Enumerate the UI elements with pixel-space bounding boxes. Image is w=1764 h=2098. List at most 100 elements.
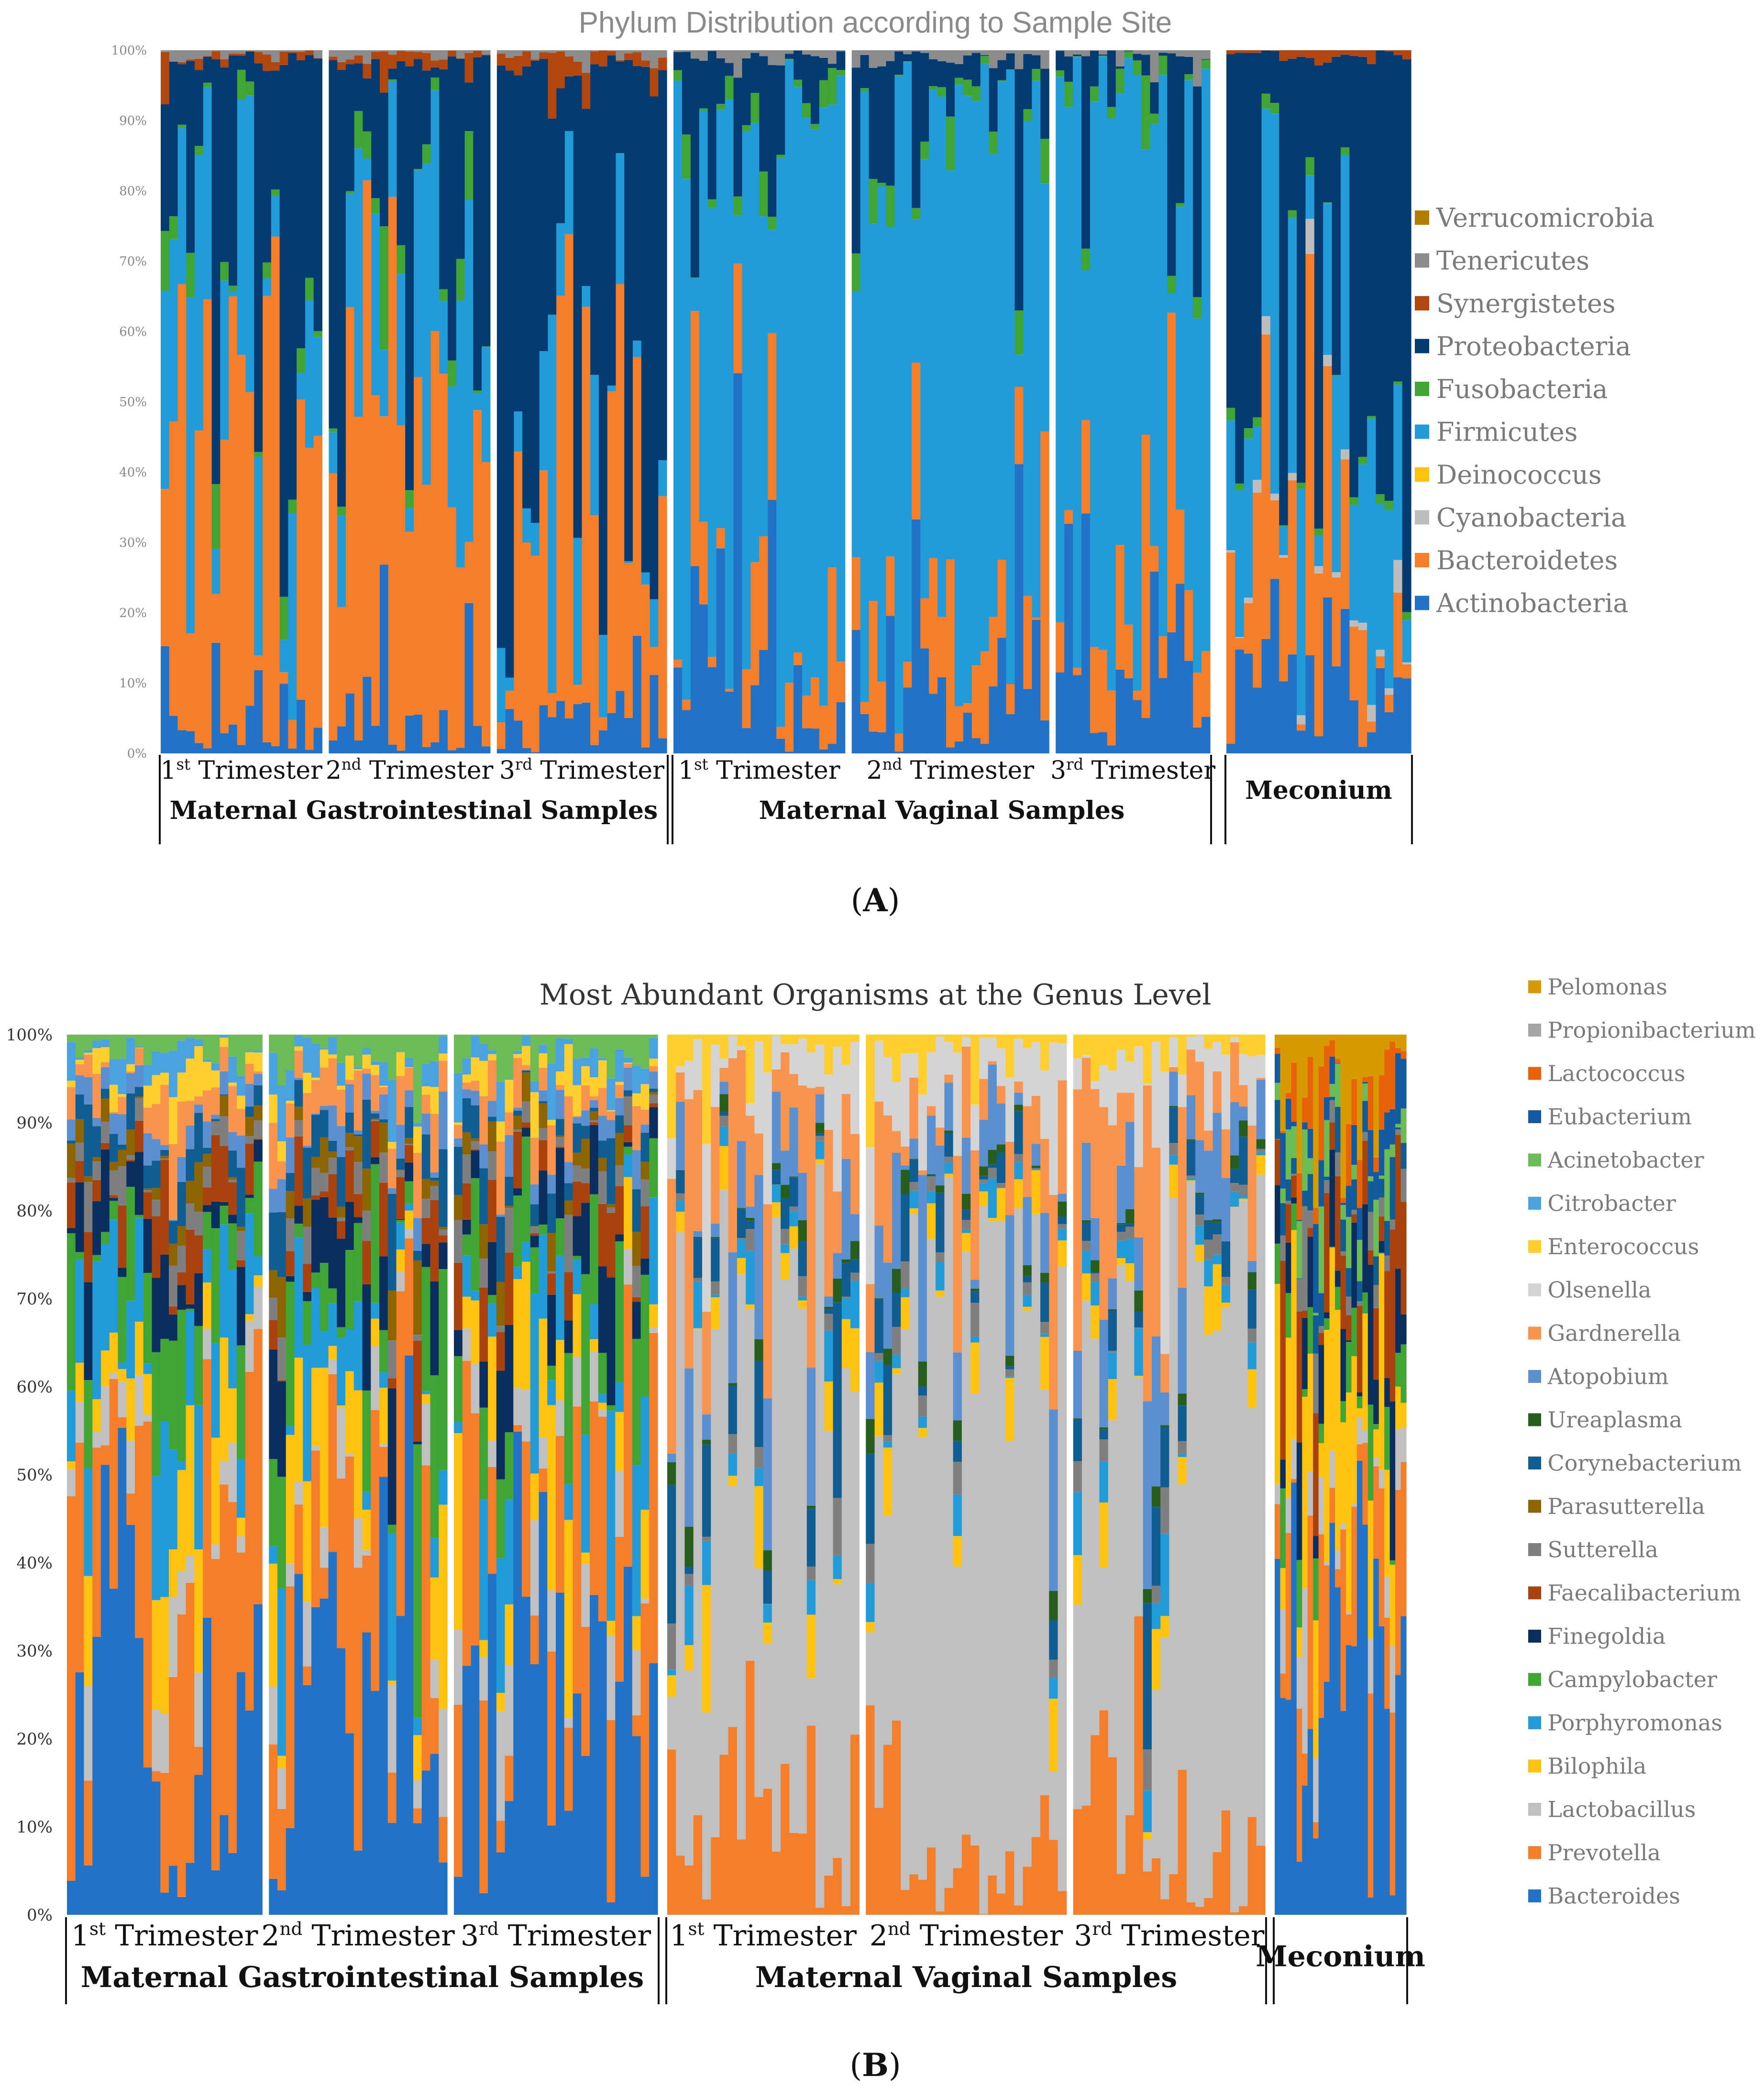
bar-segment-ureaplasma xyxy=(850,1241,860,1259)
bar-segment-atopobium xyxy=(84,1077,93,1104)
bar-segment-fusobacteria xyxy=(1081,248,1091,271)
bar-segment-actinobacteria xyxy=(1314,736,1323,753)
bar-segment-bilophila xyxy=(539,1318,548,1437)
bar-segment-fusobacteria xyxy=(1073,56,1082,57)
bar-segment-atopobium xyxy=(488,1101,497,1117)
bar-segment-porphyromonas xyxy=(277,1588,287,1756)
bar-segment-corynebacterium xyxy=(590,1108,599,1112)
bar-segment-actinobacteria xyxy=(673,667,683,753)
bar-segment-bilophila xyxy=(1373,1429,1379,1458)
bar-segment-gardnerella xyxy=(590,1096,599,1100)
bar-segment-fusobacteria xyxy=(1367,416,1377,419)
bar-segment-bacteroides xyxy=(513,1431,522,1915)
bar-segment-gardnerella xyxy=(454,1125,463,1138)
bar-segment-lactobacillus xyxy=(513,1388,522,1425)
bar-segment-tenericutes xyxy=(733,50,743,78)
y-tick-label: 60% xyxy=(16,1378,53,1397)
bar-segment-faecalibacterium xyxy=(615,1186,624,1235)
bar-segment-firmicutes xyxy=(337,515,346,607)
bar-segment-bilophila xyxy=(152,1600,161,1710)
bar-segment-ureaplasma xyxy=(874,1298,884,1300)
bar-segment-lactobacillus xyxy=(1351,1504,1357,1507)
bar-segment-gardnerella xyxy=(1186,1049,1196,1095)
bar-segment-firmicutes xyxy=(860,91,870,702)
bar-segment-faecalibacterium xyxy=(1324,1193,1330,1313)
bar-segment-bacteroides xyxy=(439,1862,448,1915)
bar-segment-actinobacteria xyxy=(810,729,820,753)
bar-segment-citrobacter xyxy=(203,1060,212,1062)
bar-segment-sutterella xyxy=(143,1190,153,1193)
bar-segment-fusobacteria xyxy=(733,196,743,216)
bar-segment-bacteroides xyxy=(177,1897,187,1915)
bar-segment-corynebacterium xyxy=(1362,1101,1368,1132)
bar-segment-prevotella xyxy=(1108,1757,1117,1915)
bar-segment-lactobacillus xyxy=(1345,1612,1352,1614)
bar-segment-pelomonas xyxy=(1296,1035,1302,1173)
bar-segment-bacteroidetes xyxy=(329,473,338,740)
bar-segment-bacteroidetes xyxy=(1167,312,1176,632)
bar-segment-atopobium xyxy=(1099,1319,1109,1427)
bar-segment-acinetobacter xyxy=(1280,1188,1286,1204)
bar-segment-parasutterella xyxy=(67,1143,76,1178)
bar-segment-lactobacillus xyxy=(379,1443,388,1447)
bar-segment-proteobacteria xyxy=(505,70,514,678)
bar-segment-fusobacteria xyxy=(354,110,364,149)
bar-segment-parasutterella xyxy=(220,1095,229,1116)
bar-segment-atopobium xyxy=(676,1102,685,1170)
bar-segment-bilophila xyxy=(118,1369,127,1382)
bar-segment-atopobium xyxy=(598,1115,607,1141)
legend-label: Synergistetes xyxy=(1436,288,1616,319)
bar-segment-tenericutes xyxy=(1150,50,1159,82)
bar-segment-enterococcus xyxy=(1169,1035,1179,1038)
bar-segment-corynebacterium xyxy=(245,1106,254,1117)
bar-segment-lactococcus xyxy=(1313,1208,1319,1224)
bar-segment-lactobacillus xyxy=(1324,1562,1330,1566)
bar-segment-atopobium xyxy=(667,1453,676,1462)
bar-segment-tenericutes xyxy=(658,50,667,58)
bar-segment-parasutterella xyxy=(479,1224,488,1259)
y-tick-label: 30% xyxy=(119,536,147,550)
bar-segment-fusobacteria xyxy=(1023,109,1032,121)
bar-segment-enterococcus xyxy=(1005,1035,1014,1078)
bar-segment-sutterella xyxy=(1058,1224,1067,1229)
bar-segment-corynebacterium xyxy=(1280,1203,1286,1236)
bar-segment-prevotella xyxy=(961,1834,971,1915)
bar-segment-atopobium xyxy=(1081,1142,1091,1220)
legend-label: Porphyromonas xyxy=(1548,1710,1722,1736)
bar-segment-proteobacteria xyxy=(1141,55,1151,76)
bar-segment-acinetobacter xyxy=(598,1035,607,1058)
bar-segment-atopobium xyxy=(874,1226,884,1299)
bar-segment-bacteroidetes xyxy=(229,296,238,725)
bar-segment-corynebacterium xyxy=(539,1101,548,1104)
bar-segment-sutterella xyxy=(1247,1328,1257,1343)
bar-segment-corynebacterium xyxy=(430,1177,439,1181)
bar-segment-enterococcus xyxy=(294,1046,303,1051)
bar-segment-corynebacterium xyxy=(126,1093,135,1130)
bar-segment-bilophila xyxy=(606,1621,616,1636)
bar-segment-lactococcus xyxy=(1389,1041,1396,1109)
bar-segment-atopobium xyxy=(471,1091,480,1105)
bar-segment-bacteroides xyxy=(581,1756,590,1915)
bar-segment-faecalibacterium xyxy=(353,1194,363,1217)
bar-segment-proteobacteria xyxy=(388,68,397,79)
bar-segment-enterococcus xyxy=(953,1035,962,1052)
bar-segment-atopobium xyxy=(328,1105,337,1141)
bar-segment-tenericutes xyxy=(716,50,726,58)
bar-segment-prevotella xyxy=(303,1666,312,1685)
bar-segment-bilophila xyxy=(237,1517,246,1536)
bar-segment-bilophila xyxy=(1307,1353,1313,1471)
bar-segment-actinobacteria xyxy=(1261,639,1271,753)
bar-segment-lactobacillus xyxy=(118,1381,127,1417)
bar-segment-corynebacterium xyxy=(1329,1096,1335,1100)
bar-segment-olsenella xyxy=(874,1040,884,1102)
bar-segment-citrobacter xyxy=(160,1053,169,1073)
bar-segment-fusobacteria xyxy=(195,145,204,155)
bar-segment-bacteroides xyxy=(109,1589,119,1915)
bar-segment-acinetobacter xyxy=(186,1035,195,1038)
bar-segment-gardnerella xyxy=(918,1170,927,1175)
bar-segment-finegoldia xyxy=(109,1198,119,1201)
bar-segment-actinobacteria xyxy=(329,740,338,753)
bar-segment-bilophila xyxy=(194,1549,203,1673)
bar-segment-parasutterella xyxy=(92,1157,101,1162)
bar-segment-porphyromonas xyxy=(901,1288,910,1297)
